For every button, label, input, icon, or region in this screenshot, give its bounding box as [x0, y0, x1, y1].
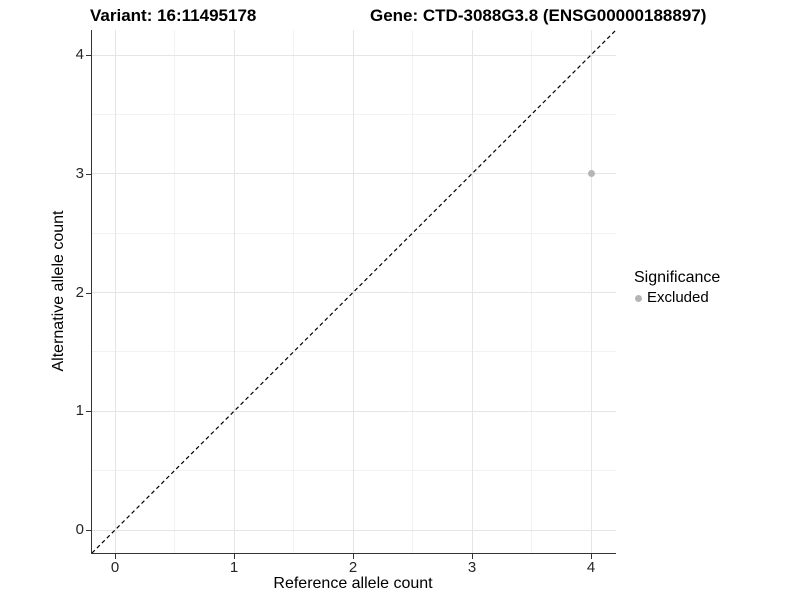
y-major-gridline — [92, 173, 616, 175]
y-tick-label: 3 — [75, 164, 84, 182]
x-tick-mark — [115, 554, 116, 559]
x-tick-mark — [472, 554, 473, 559]
x-major-gridline — [590, 30, 592, 553]
x-tick-mark — [234, 554, 235, 559]
x-tick-label: 0 — [110, 559, 120, 576]
x-major-gridline — [114, 30, 116, 553]
y-tick-mark — [86, 55, 91, 56]
identity-line — [92, 30, 616, 553]
legend-title: Significance — [634, 269, 721, 286]
gene-title: Gene: CTD-3088G3.8 (ENSG00000188897) — [370, 6, 707, 25]
y-major-gridline — [92, 410, 616, 412]
y-tick-label: 0 — [75, 521, 84, 538]
y-tick-label: 4 — [75, 46, 84, 63]
x-axis-title: Reference allele count — [273, 575, 433, 592]
data-point — [587, 170, 595, 178]
y-tick-mark — [86, 292, 91, 294]
x-tick-label: 4 — [586, 559, 596, 576]
x-minor-gridline — [293, 30, 294, 553]
y-minor-gridline — [92, 113, 616, 115]
x-tick-label: 3 — [467, 559, 477, 576]
y-tick-label: 2 — [75, 283, 84, 301]
x-tick-mark — [591, 554, 592, 559]
y-minor-gridline — [92, 470, 616, 472]
x-tick-label: 2 — [348, 559, 358, 576]
x-tick-mark — [353, 554, 354, 559]
y-major-gridline — [92, 54, 616, 56]
y-minor-gridline — [92, 232, 616, 234]
y-tick-mark — [86, 530, 91, 531]
x-minor-gridline — [412, 30, 413, 553]
variant-title: Variant: 16:11495178 — [90, 6, 257, 25]
y-major-gridline — [92, 529, 616, 531]
y-tick-label: 1 — [75, 402, 84, 420]
y-tick-mark — [86, 411, 91, 413]
legend: Significance Excluded — [634, 268, 720, 308]
x-major-gridline — [233, 30, 235, 553]
x-minor-gridline — [174, 30, 175, 553]
plot-panel — [91, 30, 616, 554]
legend-item-label: Excluded — [647, 289, 709, 306]
y-minor-gridline — [92, 351, 616, 353]
x-major-gridline — [471, 30, 473, 553]
legend-item-excluded: Excluded — [635, 288, 720, 308]
x-minor-gridline — [531, 30, 532, 553]
y-major-gridline — [92, 292, 616, 293]
legend-point-icon — [635, 294, 642, 302]
x-major-gridline — [352, 30, 354, 553]
x-tick-label: 1 — [229, 559, 239, 576]
y-tick-mark — [86, 173, 91, 175]
